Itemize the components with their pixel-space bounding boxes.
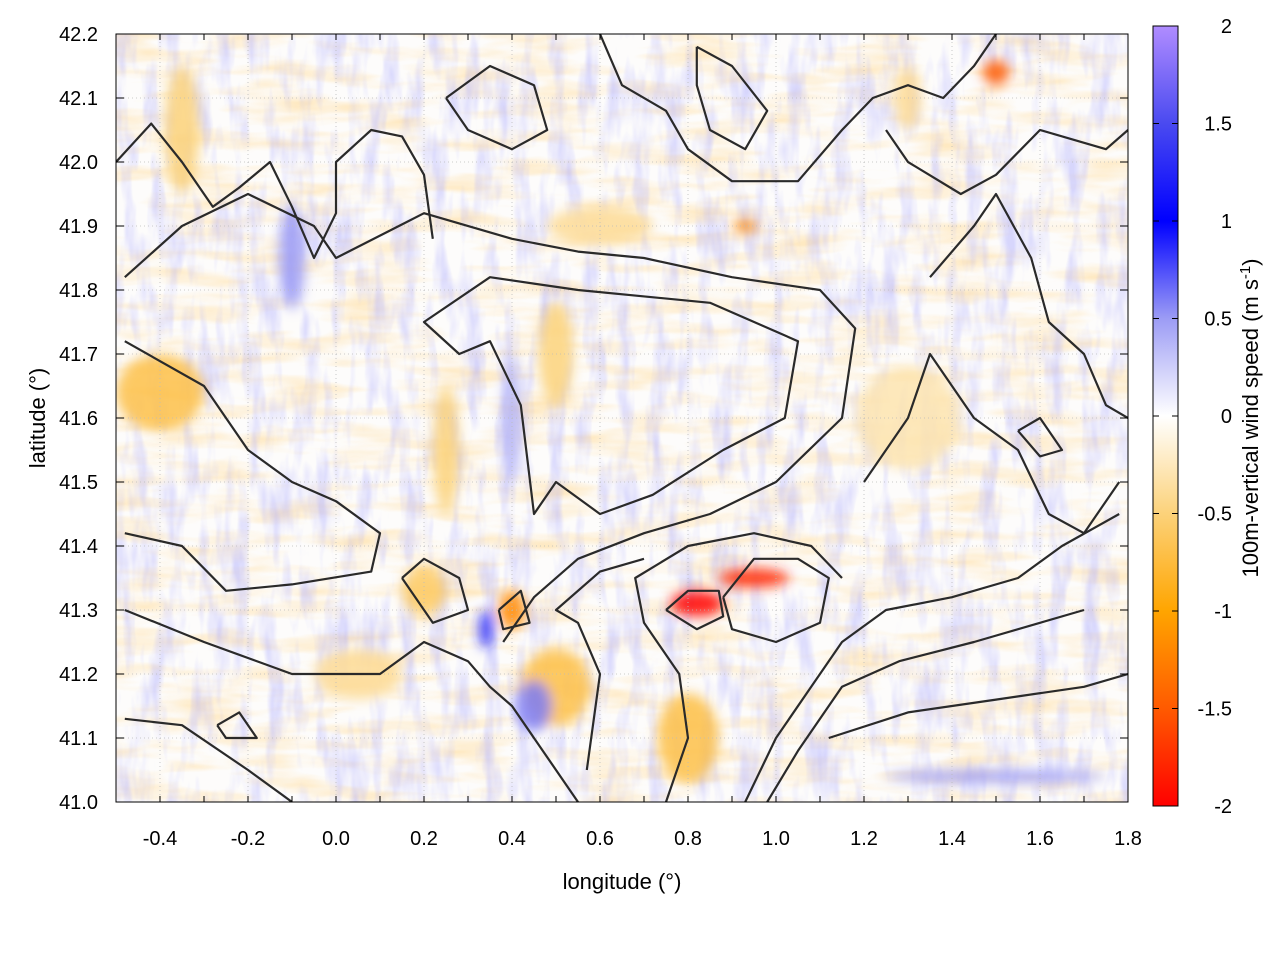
x-tick-label: -0.2 bbox=[231, 828, 265, 850]
contour-line bbox=[124, 717, 293, 802]
contour-line bbox=[929, 192, 1128, 419]
y-tick-label: 42.2 bbox=[59, 24, 98, 46]
contour-line bbox=[124, 340, 382, 592]
y-tick-label: 41.1 bbox=[59, 728, 98, 750]
contour-line bbox=[598, 34, 997, 183]
contour-line bbox=[766, 608, 1085, 802]
colorbar-tick-label: -1.5 bbox=[1198, 699, 1232, 721]
x-tick-label: 1.2 bbox=[850, 828, 878, 850]
y-tick-label: 41.2 bbox=[59, 664, 98, 686]
colorbar-tick-label: -0.5 bbox=[1198, 504, 1232, 526]
contour-line bbox=[124, 608, 579, 802]
contour-line bbox=[401, 557, 470, 624]
heatmap-feature bbox=[516, 680, 552, 732]
plot-area bbox=[116, 34, 1128, 802]
y-tick-label: 41.9 bbox=[59, 216, 98, 238]
y-tick-label: 41.8 bbox=[59, 280, 98, 302]
colorbar-tick-label: -2 bbox=[1214, 796, 1232, 818]
x-tick-label: 0.4 bbox=[498, 828, 526, 850]
colorbar-label-end: ) bbox=[1238, 258, 1263, 265]
contour-line bbox=[744, 513, 1120, 802]
heatmap-feature bbox=[886, 770, 1106, 783]
heatmap-feature bbox=[479, 610, 493, 649]
colorbar: 2 1.5 1 0.5 0 -0.5 -1 -1.5 -2 bbox=[1152, 16, 1232, 818]
heatmap-feature bbox=[982, 59, 1010, 86]
contour-line bbox=[863, 352, 1121, 535]
contour-line bbox=[497, 589, 531, 631]
x-tick-label: 0.0 bbox=[322, 828, 350, 850]
y-tick-label: 42.1 bbox=[59, 88, 98, 110]
colorbar-tick-label: 1 bbox=[1221, 211, 1232, 233]
y-tick-label: 41.4 bbox=[59, 536, 98, 558]
contour-line bbox=[634, 532, 843, 802]
x-tick-label: 0.8 bbox=[674, 828, 702, 850]
heatmap-feature bbox=[732, 219, 759, 233]
contour-line bbox=[828, 672, 1128, 740]
heatmap-feature bbox=[278, 206, 306, 310]
contour-line bbox=[445, 64, 549, 151]
y-tick-label: 42.0 bbox=[59, 152, 98, 174]
heatmap-feature bbox=[670, 590, 724, 617]
contour-line bbox=[885, 128, 1128, 196]
contour-line bbox=[116, 122, 434, 260]
y-tick-label: 41.3 bbox=[59, 600, 98, 622]
y-tick-label: 41.6 bbox=[59, 408, 98, 430]
colorbar-label-main: 100m-vertical wind speed (m s bbox=[1238, 279, 1263, 577]
x-axis-label: longitude (°) bbox=[563, 869, 682, 894]
colorbar-tick-label: 1.5 bbox=[1204, 114, 1232, 136]
y-tick-label: 41.5 bbox=[59, 472, 98, 494]
heatmap-feature bbox=[432, 386, 460, 514]
x-tick-label: -0.4 bbox=[143, 828, 177, 850]
colorbar-tick-label: 0.5 bbox=[1204, 309, 1232, 331]
x-tick-label: 1.4 bbox=[938, 828, 966, 850]
x-tick-label: 0.6 bbox=[586, 828, 614, 850]
y-tick-label: 41.0 bbox=[59, 792, 98, 814]
contour-line bbox=[722, 557, 830, 644]
colorbar-tick-label: 0 bbox=[1221, 406, 1232, 428]
colorbar-tick-label: 2 bbox=[1221, 16, 1232, 38]
heatmap-feature bbox=[116, 354, 204, 431]
contour-line bbox=[216, 711, 258, 740]
x-tick-label: 0.2 bbox=[410, 828, 438, 850]
y-axis-label: latitude (°) bbox=[25, 368, 50, 469]
heatmap-feature bbox=[718, 568, 790, 588]
x-tick-label: 1.0 bbox=[762, 828, 790, 850]
contour-line bbox=[665, 589, 725, 631]
x-tick-label: 1.8 bbox=[1114, 828, 1142, 850]
colorbar-label: 100m-vertical wind speed (m s-1) bbox=[1237, 258, 1263, 577]
contour-line bbox=[422, 276, 800, 516]
colorbar-label-sup: -1 bbox=[1237, 266, 1254, 279]
x-tick-label: 1.6 bbox=[1026, 828, 1054, 850]
colorbar-tick-label: -1 bbox=[1214, 601, 1232, 623]
contour-line bbox=[554, 557, 645, 771]
y-tick-label: 41.7 bbox=[59, 344, 98, 366]
heatmap-feature bbox=[164, 66, 200, 194]
contour-line bbox=[1017, 416, 1064, 458]
contour-line bbox=[695, 45, 769, 151]
contour-line bbox=[124, 192, 857, 643]
